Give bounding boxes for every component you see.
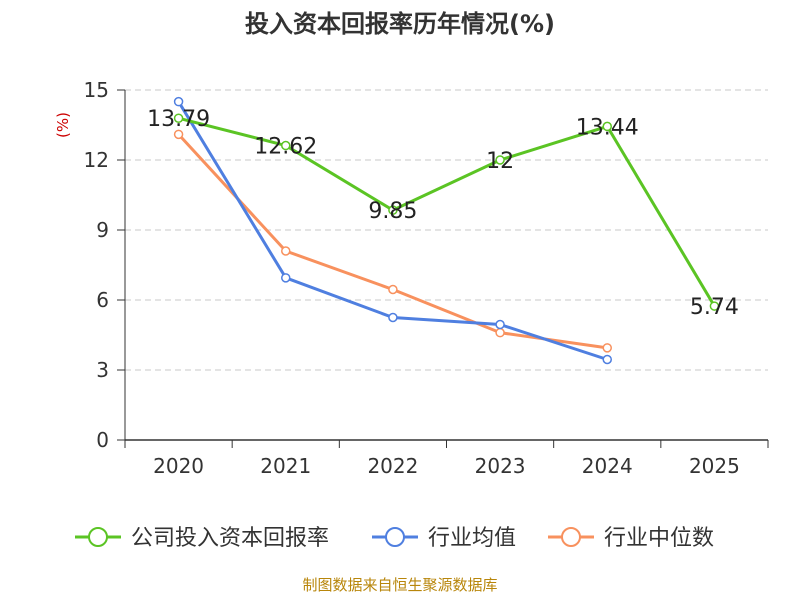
y-tick-label: 9	[96, 218, 109, 242]
data-point	[281, 273, 291, 283]
x-tick-label: 2022	[367, 454, 418, 478]
legend-label[interactable]: 行业中位数	[604, 526, 714, 551]
data-label: 13.79	[147, 107, 210, 132]
data-point	[495, 319, 505, 330]
chart-title: 投入资本回报率历年情况(%)	[245, 10, 555, 38]
data-point	[173, 96, 184, 107]
data-label: 12	[486, 149, 514, 174]
series-line	[178, 116, 716, 307]
data-point	[495, 155, 505, 165]
data-point	[281, 246, 291, 256]
data-label: 5.74	[690, 295, 739, 320]
y-tick-label: 15	[84, 78, 109, 102]
legend-swatch-marker	[561, 527, 581, 547]
series-layer	[173, 96, 720, 365]
legend-swatch-marker	[385, 527, 405, 547]
y-tick-label: 3	[96, 358, 109, 382]
data-point	[709, 301, 720, 311]
y-axis-unit-label: (%)	[54, 112, 72, 138]
legend-swatch-marker	[88, 527, 108, 547]
x-tick-label: 2025	[689, 454, 740, 478]
data-point	[602, 343, 612, 353]
legend-label[interactable]: 行业均值	[428, 526, 516, 551]
data-point	[281, 140, 291, 151]
data-point	[602, 354, 612, 365]
data-label: 9.85	[368, 199, 417, 224]
data-point	[602, 121, 612, 132]
data-label: 13.44	[576, 115, 639, 140]
axes: 0 3 6 9 12 15 2020 2021 2022 2023 2024 2025	[84, 78, 769, 478]
x-tick-label: 2021	[260, 454, 311, 478]
data-point	[173, 129, 184, 140]
legend-label[interactable]: 公司投入资本回报率	[131, 526, 329, 551]
y-tick-label: 12	[84, 148, 109, 172]
y-tick-label: 6	[96, 288, 109, 312]
data-point	[388, 205, 398, 215]
data-point	[495, 327, 505, 338]
data-point	[388, 312, 398, 323]
x-tick-label: 2024	[582, 454, 633, 478]
x-tick-label: 2020	[153, 454, 204, 478]
data-label: 12.62	[254, 135, 317, 160]
data-labels: 13.79 12.62 9.85 12 13.44 5.74	[147, 107, 739, 320]
data-point	[388, 284, 398, 295]
source-note: 制图数据来自恒生聚源数据库	[302, 576, 497, 594]
grid-lines	[125, 89, 768, 371]
x-tick-label: 2023	[475, 454, 526, 478]
legend: 公司投入资本回报率 行业均值 行业中位数	[75, 526, 714, 551]
data-point	[173, 113, 184, 123]
y-tick-label: 0	[96, 428, 109, 452]
